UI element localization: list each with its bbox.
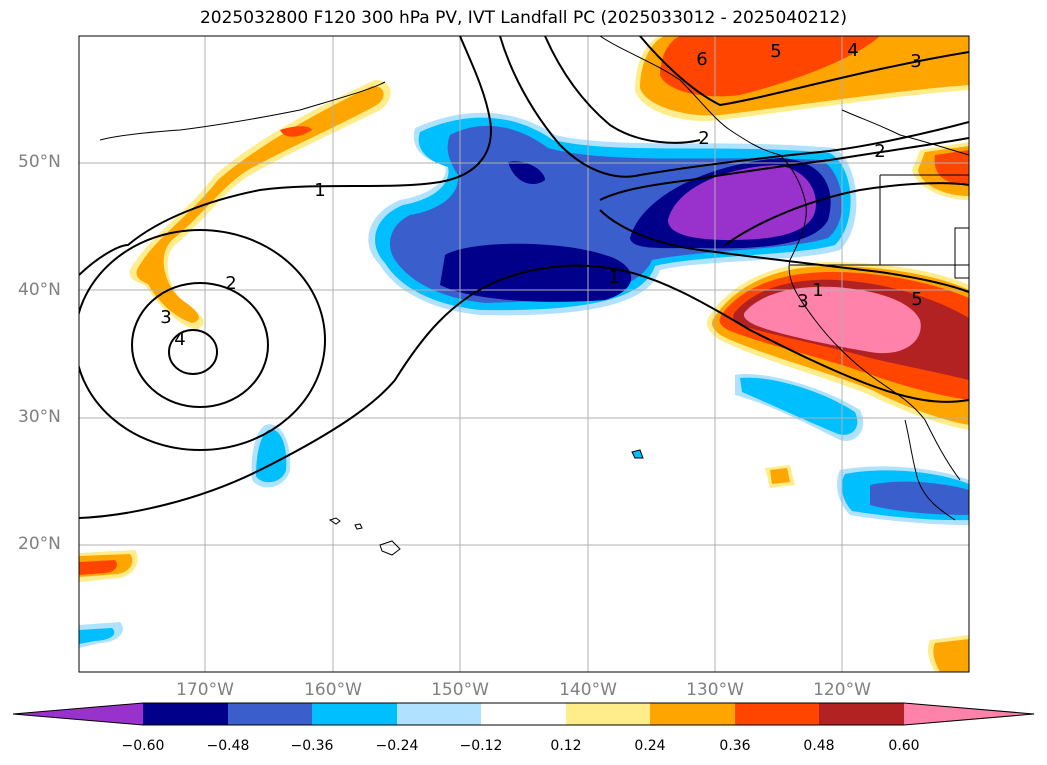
lat-label: 30°N [18,407,61,427]
colorbar-tick-label: 0.12 [550,738,582,754]
lat-label: 50°N [18,152,61,172]
colorbar-bin [143,703,228,725]
colorbar-tick-label: −0.12 [459,738,503,754]
contour-label: 3 [160,307,171,328]
lon-label: 160°W [304,680,362,700]
colorbar-bin [312,703,397,725]
colorbar-tick-label: 0.36 [719,738,751,754]
map-title: 2025032800 F120 300 hPa PV, IVT Landfall… [199,8,847,28]
colorbar-bin [566,703,650,725]
colorbar-tick-label: −0.48 [206,738,250,754]
map-frame [78,35,970,673]
colorbar-bin [735,703,819,725]
contour-label: 2 [698,128,709,149]
contour-label: 1 [812,280,823,301]
positive-anomaly-region [79,36,969,672]
colorbar-bin [819,703,904,725]
lon-label: 140°W [559,680,617,700]
contour-label: 4 [847,40,858,61]
contour-label: 5 [911,289,922,310]
contour-label: 3 [910,51,921,72]
colorbar-bin [228,703,312,725]
contour-label: 1 [314,180,325,201]
colorbar-extend-max [904,703,1034,725]
lon-label: 150°W [431,680,489,700]
contour-label: 1 [608,267,619,288]
contour-label: 6 [696,49,707,70]
colorbar-tick-label: −0.24 [375,738,419,754]
coastlines [99,36,969,556]
graticule [79,36,969,672]
colorbar-bin [397,703,481,725]
contour-labels: 1 2 3 4 5 6 1 2 3 4 5 2 3 1 [160,40,922,350]
contour-label: 2 [874,141,885,162]
lon-label: 170°W [176,680,234,700]
pv-contours [79,36,969,519]
lat-label: 40°N [18,280,61,300]
colorbar-tick-label: −0.36 [290,738,334,754]
colorbar-extend-min [13,703,143,725]
colorbar-tick-label: 0.48 [803,738,835,754]
contour-label: 3 [797,291,808,312]
colorbar [12,702,1035,726]
colorbar-tick-label: 0.60 [888,738,920,754]
colorbar-tick-label: 0.24 [634,738,666,754]
colorbar-bin [481,703,566,725]
contour-label: 2 [225,273,236,294]
colorbar-tick-label: −0.60 [121,738,165,754]
contour-label: 4 [174,329,185,350]
lon-label: 120°W [813,680,871,700]
lon-label: 130°W [686,680,744,700]
contour-label: 5 [770,41,781,62]
colorbar-bin [650,703,735,725]
lat-label: 20°N [18,534,61,554]
map-plot-area: 1 2 3 4 5 6 1 2 3 4 5 2 3 1 [79,36,969,672]
